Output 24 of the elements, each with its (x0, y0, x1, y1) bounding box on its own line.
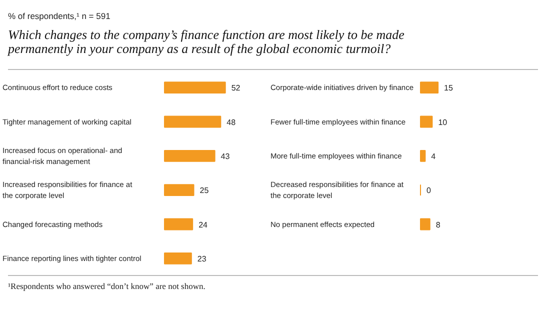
bar (420, 116, 433, 128)
bar (420, 218, 430, 230)
data-label: 25 (200, 186, 210, 195)
data-label: 15 (444, 83, 454, 92)
bar (164, 218, 194, 230)
data-label: 10 (438, 117, 448, 126)
data-label: 48 (226, 117, 236, 126)
bar (164, 81, 226, 94)
data-label: 24 (198, 220, 208, 229)
text: % of respondents,¹ n = 591 (8, 10, 110, 22)
bar (164, 252, 192, 264)
bar (164, 184, 194, 196)
data-label: 43 (220, 152, 230, 161)
data-label: 52 (231, 83, 241, 92)
data-label: 4 (431, 152, 436, 161)
text: ¹Respondents who answered “don’t know” are not shown. (8, 280, 206, 292)
bar (420, 81, 439, 94)
data-label: 0 (426, 186, 432, 195)
data-label: 8 (436, 220, 441, 229)
bar (164, 116, 222, 128)
data-label: 23 (197, 254, 207, 264)
bar (420, 150, 426, 162)
bar (164, 150, 216, 162)
chart-title: Which changes to the company’s finance function are most likely to be made permanently in your company as a result of the global economic turmoil? (8, 27, 406, 57)
